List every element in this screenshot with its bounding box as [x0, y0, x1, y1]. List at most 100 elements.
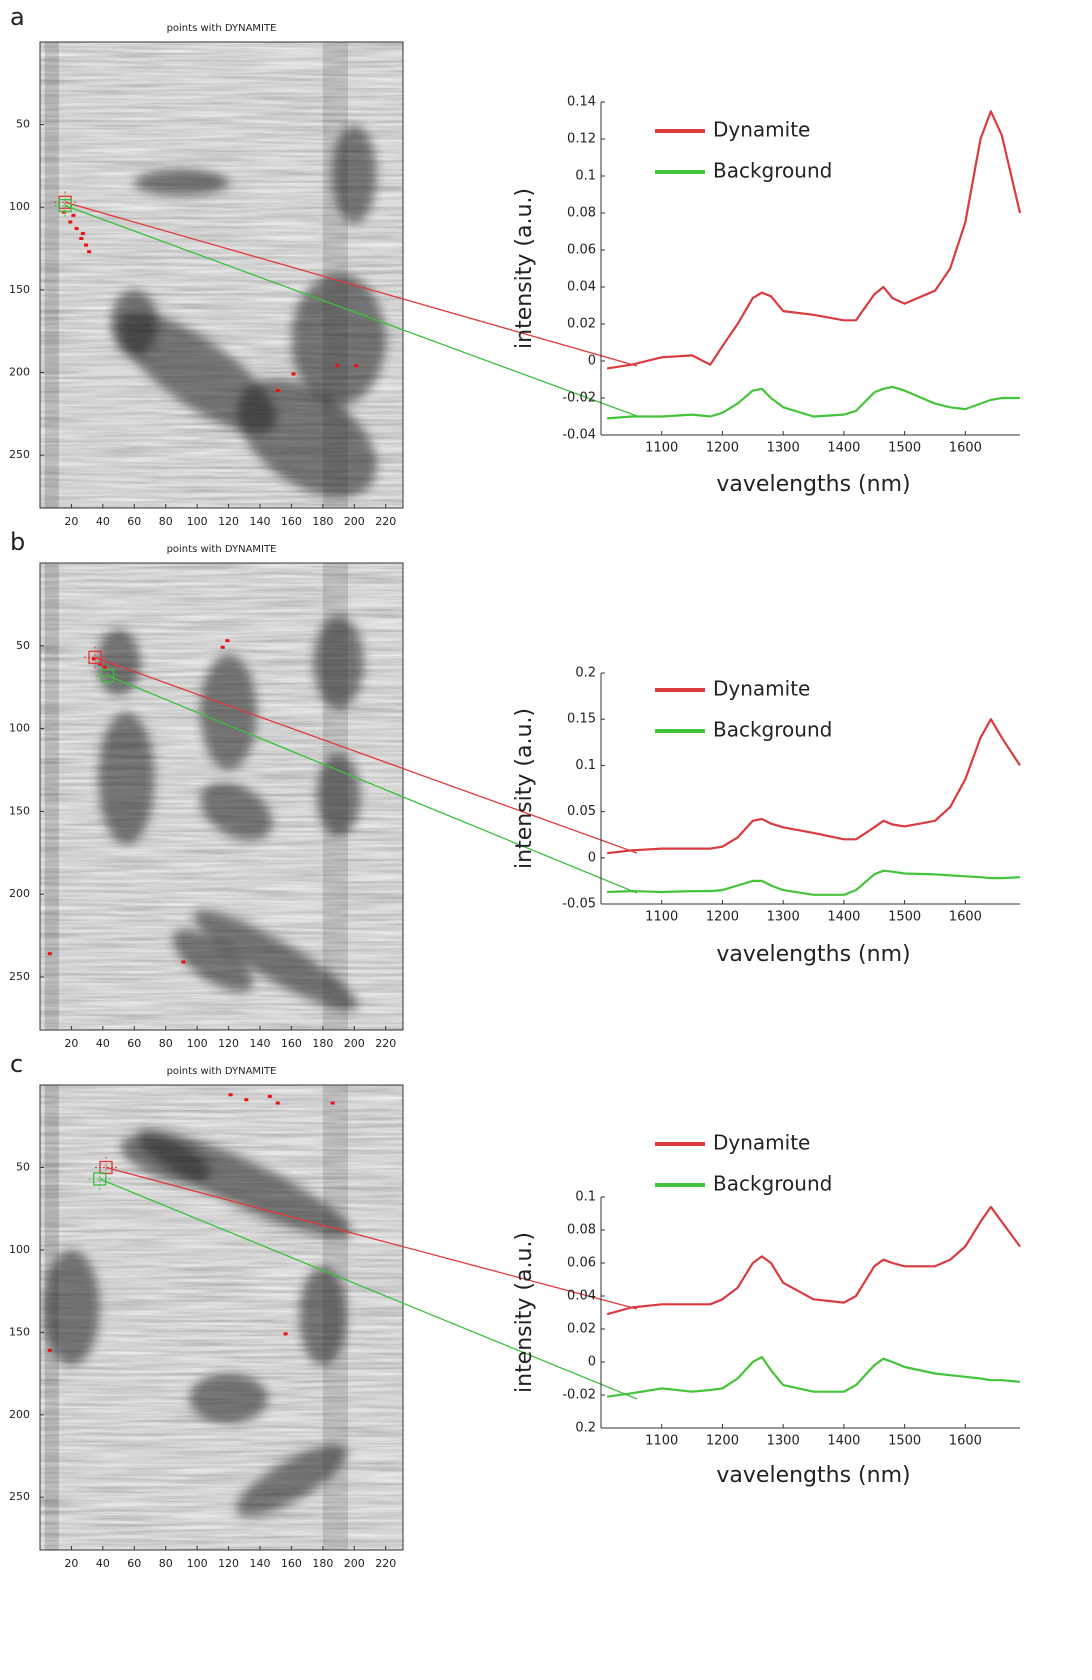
x-axis-label: vavelengths (nm): [716, 1463, 910, 1488]
legend-label: Dynamite: [713, 1131, 810, 1155]
dark-patch: [98, 712, 155, 845]
y-tick-label: 50: [16, 1160, 30, 1173]
connector: [105, 1166, 638, 1310]
series-line: [606, 1355, 1021, 1398]
red-pixel: [330, 1101, 335, 1105]
y-axis-label: intensity (a.u.): [512, 188, 537, 349]
legend-label: Dynamite: [713, 677, 810, 701]
y-tick-label: 0.02: [567, 317, 596, 332]
dark-patch: [96, 629, 141, 696]
dark-patch: [299, 1266, 347, 1366]
panel-letter: c: [10, 1050, 23, 1078]
image-title: points with DYNAMITE: [167, 1066, 277, 1077]
x-tick-label: 40: [96, 1037, 110, 1050]
y-tick-label: 200: [9, 887, 30, 900]
red-pixel: [225, 639, 230, 643]
series-line: [606, 110, 1022, 370]
x-tick-label: 80: [159, 515, 173, 528]
red-pixel: [283, 1332, 288, 1336]
y-tick-label: 150: [9, 804, 30, 817]
legend-label: Background: [713, 159, 832, 183]
image-stripe: [44, 42, 59, 508]
image: [40, 42, 403, 508]
x-tick-label: 1200: [706, 1434, 739, 1449]
x-axis-label: vavelengths (nm): [716, 942, 910, 967]
red-pixel: [84, 243, 88, 247]
red-pixel: [335, 364, 340, 368]
red-pixel: [354, 364, 359, 368]
dark-patch: [332, 124, 377, 224]
red-pixel: [291, 372, 296, 376]
x-tick-label: 140: [250, 1557, 271, 1570]
dark-patch: [172, 928, 254, 992]
series-line: [607, 869, 1021, 896]
dark-patch: [43, 1249, 100, 1366]
image: [40, 1085, 403, 1550]
x-tick-label: 20: [64, 1037, 78, 1050]
y-tick-label: 0: [588, 850, 596, 865]
dark-patch: [200, 654, 257, 770]
y-tick-label: 0.04: [567, 1289, 596, 1304]
y-tick-label: 0: [588, 354, 596, 369]
image-title: points with DYNAMITE: [167, 23, 277, 34]
red-pixel: [79, 236, 84, 240]
red-pixel: [71, 213, 76, 217]
red-pixel: [275, 1101, 280, 1105]
x-tick-label: 60: [127, 1557, 141, 1570]
x-tick-label: 1200: [706, 910, 739, 925]
dark-patch: [134, 169, 229, 196]
x-tick-label: 1300: [767, 910, 800, 925]
x-tick-label: 1500: [888, 441, 921, 456]
series-line: [607, 385, 1020, 420]
y-tick-label: -0.04: [562, 428, 596, 443]
legend-label: Background: [713, 1172, 832, 1196]
y-tick-label: 0.1: [575, 1190, 596, 1205]
y-tick-label: 0.02: [567, 1322, 596, 1337]
red-pixel: [267, 1094, 272, 1098]
y-tick-label: 200: [9, 1408, 30, 1421]
legend-label: Background: [713, 718, 832, 742]
red-pixel: [47, 1348, 52, 1352]
red-pixel: [74, 227, 79, 231]
dark-patch: [237, 379, 377, 498]
x-tick-label: 200: [344, 1557, 365, 1570]
x-axis-label: vavelengths (nm): [716, 472, 910, 497]
y-tick-label: 250: [9, 448, 30, 461]
x-tick-label: 220: [375, 515, 396, 528]
dark-patch: [120, 1134, 211, 1184]
y-tick-label: 0.14: [567, 95, 596, 110]
y-tick-label: 0.1: [575, 169, 596, 184]
x-tick-label: 1600: [949, 441, 982, 456]
y-tick-label: 0.08: [567, 206, 596, 221]
y-tick-label: 200: [9, 365, 30, 378]
x-tick-label: 160: [281, 515, 302, 528]
x-tick-label: 20: [64, 1557, 78, 1570]
dark-patch: [193, 910, 358, 1011]
x-tick-label: 180: [312, 1557, 333, 1570]
y-tick-label: 0.2: [575, 666, 596, 681]
image-title: points with DYNAMITE: [167, 544, 277, 555]
x-tick-label: 220: [375, 1037, 396, 1050]
x-tick-label: 120: [218, 1557, 239, 1570]
x-tick-label: 100: [187, 1557, 208, 1570]
x-tick-label: 1500: [888, 1434, 921, 1449]
image-frame: [39, 41, 404, 509]
red-pixel: [244, 1098, 249, 1102]
y-tick-label: 0.2: [575, 1421, 596, 1436]
x-tick-label: 1100: [645, 910, 678, 925]
x-tick-label: 1400: [827, 1434, 860, 1449]
y-tick-label: 0.08: [567, 1223, 596, 1238]
dark-patch: [316, 753, 361, 837]
image-stripe: [44, 563, 59, 1030]
x-tick-label: 60: [127, 515, 141, 528]
x-tick-label: 40: [96, 1557, 110, 1570]
connector: [107, 675, 638, 894]
dark-patch: [236, 1444, 347, 1517]
y-tick-label: 100: [9, 1243, 30, 1256]
y-tick-label: 0.04: [567, 280, 596, 295]
red-pixel: [220, 645, 225, 649]
x-tick-label: 1300: [767, 1434, 800, 1449]
dark-patch: [291, 273, 386, 406]
x-tick-label: 1600: [949, 1434, 982, 1449]
